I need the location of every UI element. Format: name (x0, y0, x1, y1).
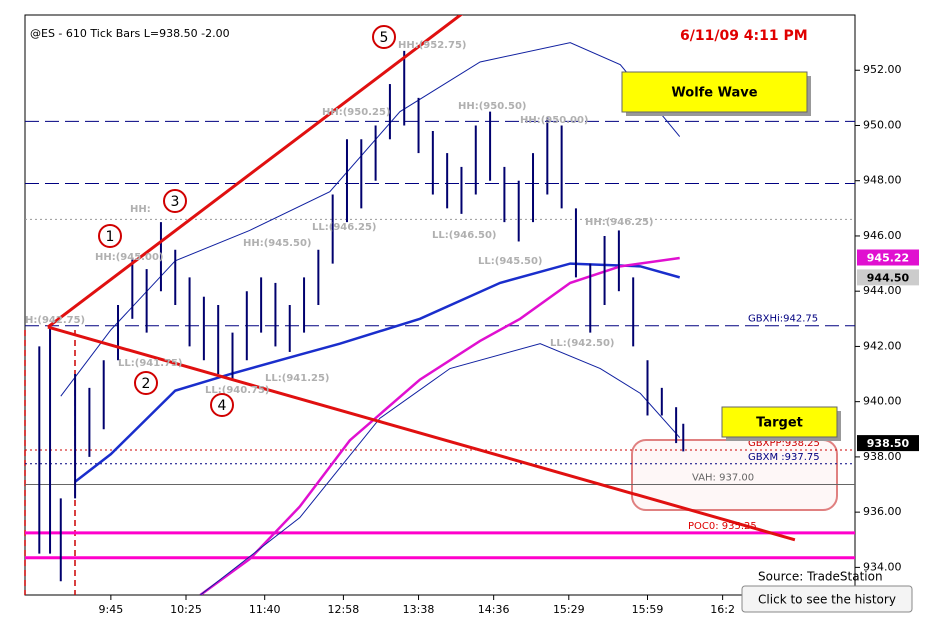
chart-title: @ES - 610 Tick Bars L=938.50 -2.00 (30, 27, 230, 40)
swing-annotation: HH:(952.75) (398, 40, 466, 51)
indicator-line (60, 42, 681, 397)
swing-annotation: LL:(945.50) (478, 256, 542, 267)
callout-box (721, 406, 838, 438)
swing-annotation: HH:(945.50) (243, 238, 311, 249)
swing-annotation: LL:(941.75) (118, 358, 182, 369)
swing-annotation: HH:(950.50) (458, 101, 526, 112)
y-tick-label: 938.00 (863, 450, 902, 463)
wave-point-label: 5 (380, 30, 389, 46)
callout-box (621, 71, 808, 113)
price-label-box (857, 249, 919, 266)
level-label: GBXPP:938.25 (748, 438, 820, 449)
y-tick-label: 948.00 (863, 174, 902, 187)
wolfe-trendline (47, 325, 796, 542)
wave-point-label: 3 (171, 194, 180, 210)
swing-annotation: LL:(940.75) (205, 385, 269, 396)
history-button-label[interactable]: Click to see the history (758, 593, 896, 607)
y-tick-label: 952.00 (863, 63, 902, 76)
price-label-box (857, 269, 919, 286)
wave-point-marker (134, 371, 158, 395)
callout-label: Wolfe Wave (671, 86, 757, 101)
x-tick-label: 14:36 (478, 603, 510, 616)
x-tick-label: 13:38 (403, 603, 435, 616)
x-tick-label: 11:40 (249, 603, 281, 616)
price-label-box (857, 435, 919, 452)
indicator-line (199, 343, 681, 595)
source: Source: TradeStation (758, 570, 883, 584)
swing-annotation: HH:(950.25) (322, 107, 390, 118)
y-tick-label: 946.00 (863, 229, 902, 242)
swing-annotation: LL:(942.50) (550, 338, 614, 349)
indicator-line (74, 262, 681, 483)
history-button[interactable] (741, 585, 913, 613)
y-tick-label: 942.00 (863, 339, 902, 352)
wave-point-label: 1 (106, 229, 115, 245)
wave-point-label: 2 (142, 376, 151, 392)
callout-label: Target (756, 416, 803, 431)
price-label: 945.22 (867, 251, 909, 264)
swing-annotation: HH:(950.00) (520, 115, 588, 126)
swing-annotation: HH:(946.25) (585, 217, 653, 228)
timestamp: 6/11/09 4:11 PM (680, 28, 808, 44)
x-tick-label: 12:58 (328, 603, 360, 616)
wave-point-marker (98, 224, 122, 248)
y-tick-label: 934.00 (863, 560, 902, 573)
level-label: GBXM :937.75 (748, 452, 820, 463)
plot-area (25, 15, 855, 595)
level-label: VAH: 937.00 (692, 473, 754, 484)
y-tick-label: 936.00 (863, 505, 902, 518)
wolfe-trendline (46, 15, 463, 329)
y-tick-label: 940.00 (863, 395, 902, 408)
swing-annotation: HH:(945.00) (95, 252, 163, 263)
x-tick-label: 15:59 (632, 603, 664, 616)
wave-point-marker (372, 25, 396, 49)
x-tick-label: 10:25 (170, 603, 202, 616)
x-tick-label: 16:2 (710, 603, 735, 616)
y-tick-label: 944.00 (863, 284, 902, 297)
swing-annotation: LL:(946.25) (312, 222, 376, 233)
swing-annotation: LL:(946.50) (432, 230, 496, 241)
level-label: POC0: 935.25 (688, 521, 757, 532)
swing-annotation: H:(942.75) (25, 315, 85, 326)
level-label: GBXHi:942.75 (748, 314, 818, 325)
swing-annotation: HH: (130, 204, 151, 215)
x-tick-label: 9:45 (99, 603, 124, 616)
swing-annotation: LL:(941.25) (265, 373, 329, 384)
y-tick-label: 950.00 (863, 118, 902, 131)
wave-point-marker (210, 393, 234, 417)
wave-point-label: 4 (218, 398, 227, 414)
x-tick-label: 15:29 (553, 603, 585, 616)
wave-point-marker (163, 189, 187, 213)
price-label: 944.50 (867, 271, 910, 284)
price-label: 938.50 (867, 437, 910, 450)
indicator-line (199, 256, 680, 595)
plot-frame (24, 14, 856, 596)
